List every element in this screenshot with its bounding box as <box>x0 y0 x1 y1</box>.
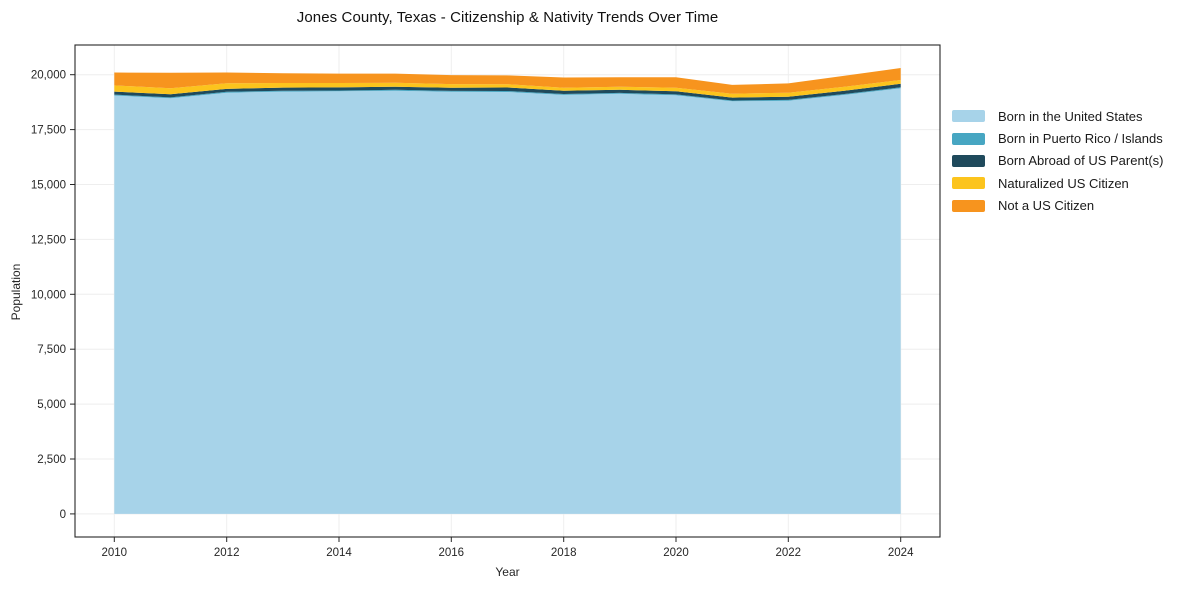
plot-border <box>74 44 941 538</box>
y-axis: 0 2,500 5,000 7,500 10,000 12,500 15,000 17,500… <box>31 70 75 521</box>
legend-swatch-born-abroad-of-us-parents <box>952 154 985 167</box>
legend-swatch-naturalized-us-citizen <box>952 177 985 190</box>
y-tick-label: 17,500 <box>31 125 66 137</box>
legend-label: Born in Puerto Rico / Islands <box>998 131 1163 147</box>
x-tick-label: 2020 <box>663 547 689 559</box>
x-tick-label: 2022 <box>776 547 802 559</box>
legend-label: Born in the United States <box>998 108 1143 124</box>
area-naturalized-us-citizen <box>114 80 901 98</box>
y-tick-label: 0 <box>60 509 66 521</box>
y-tick-label: 7,500 <box>37 344 66 356</box>
x-tick-label: 2018 <box>551 547 577 559</box>
x-tick-label: 2016 <box>439 547 465 559</box>
area-born-in-puerto-rico-islands <box>114 87 901 102</box>
chart-title: Jones County, Texas - Citizenship & Nati… <box>296 9 719 26</box>
x-tick-label: 2010 <box>102 547 128 559</box>
x-axis: 2010 2012 2014 2016 2018 2020 2022 2024 <box>102 537 914 559</box>
y-tick-label: 15,000 <box>31 180 66 192</box>
legend-item-born-in-the-united-states: Born in the United States <box>952 105 1163 127</box>
legend-swatch-born-in-puerto-rico-islands <box>952 132 985 145</box>
y-tick-label: 20,000 <box>31 70 66 82</box>
stacked-areas <box>114 68 901 514</box>
area-not-a-us-citizen <box>114 68 901 94</box>
x-tick-label: 2012 <box>214 547 240 559</box>
y-tick-label: 12,500 <box>31 234 66 246</box>
legend-item-born-abroad-of-us-parents: Born Abroad of US Parent(s) <box>952 150 1163 172</box>
x-tick-label: 2014 <box>326 547 352 559</box>
area-born-in-the-united-states <box>114 88 901 514</box>
legend-label: Naturalized US Citizen <box>998 175 1129 191</box>
x-tick-label: 2024 <box>888 547 914 559</box>
legend-label: Born Abroad of US Parent(s) <box>998 153 1164 169</box>
y-axis-label: Population <box>9 263 23 321</box>
legend-swatch-not-a-us-citizen <box>952 199 985 212</box>
area-born-abroad-of-us-parent-s <box>114 83 901 101</box>
legend: Born in the United States Born in Puerto… <box>952 105 1163 217</box>
y-tick-label: 2,500 <box>37 454 66 466</box>
x-axis-label: Year <box>495 565 520 579</box>
legend-item-not-a-us-citizen: Not a US Citizen <box>952 195 1163 217</box>
legend-label: Not a US Citizen <box>998 198 1095 214</box>
legend-item-naturalized-us-citizen: Naturalized US Citizen <box>952 172 1163 194</box>
y-tick-label: 10,000 <box>31 289 66 301</box>
y-tick-label: 5,000 <box>37 399 66 411</box>
legend-item-born-in-puerto-rico-islands: Born in Puerto Rico / Islands <box>952 127 1163 149</box>
legend-swatch-born-in-the-united-states <box>952 110 985 123</box>
